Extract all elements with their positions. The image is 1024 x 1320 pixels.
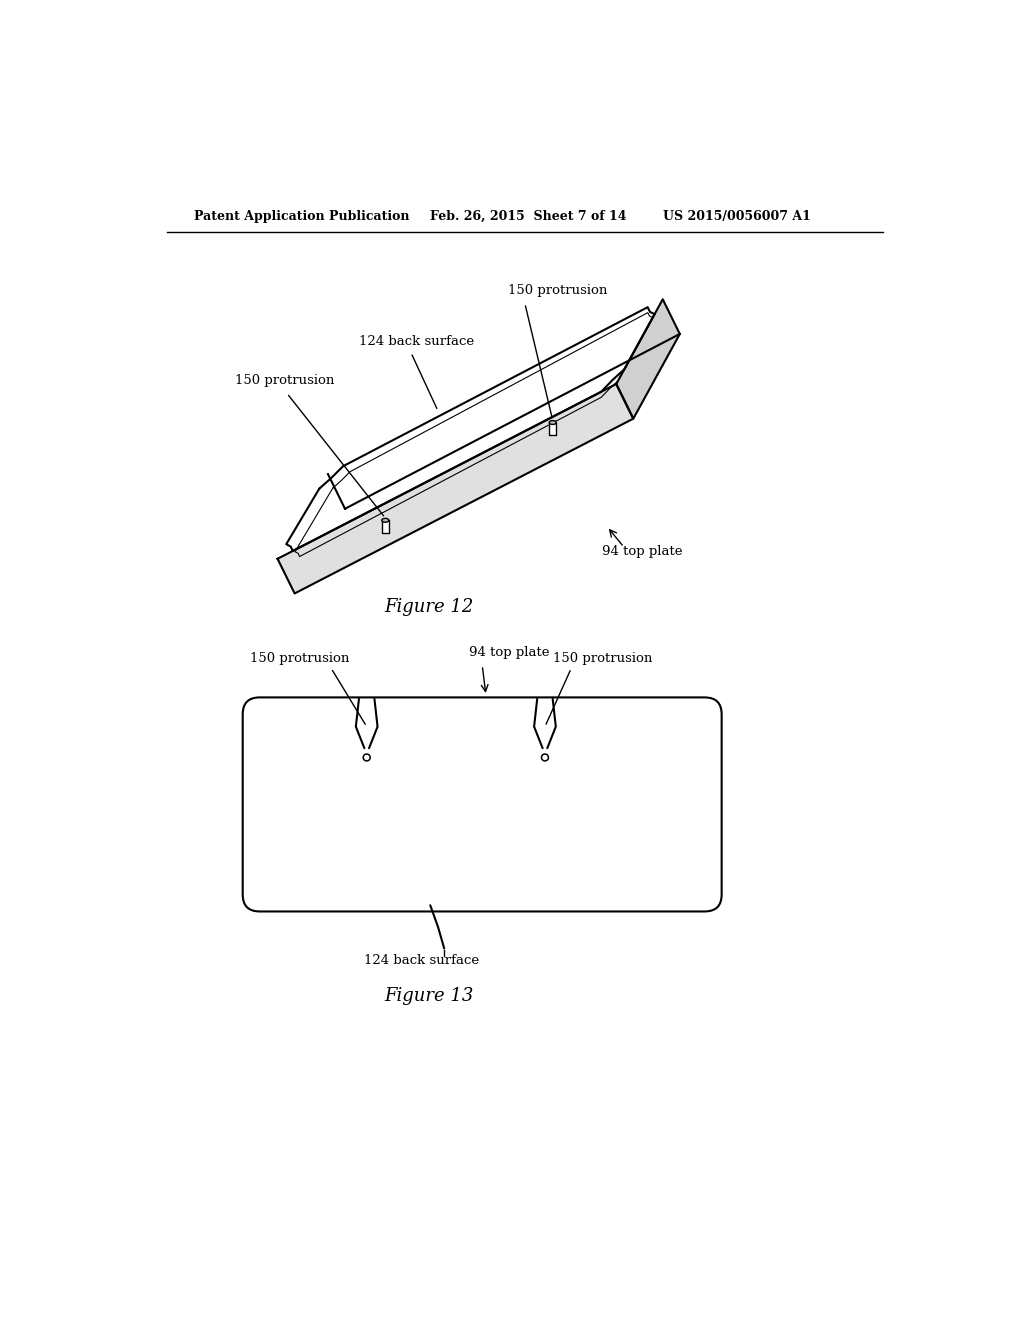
Text: 150 protrusion: 150 protrusion: [553, 652, 652, 665]
Polygon shape: [278, 384, 633, 594]
Text: 94 top plate: 94 top plate: [602, 545, 683, 557]
Text: Feb. 26, 2015  Sheet 7 of 14: Feb. 26, 2015 Sheet 7 of 14: [430, 210, 627, 223]
Polygon shape: [382, 520, 389, 533]
Text: 150 protrusion: 150 protrusion: [251, 652, 350, 665]
Polygon shape: [287, 308, 654, 550]
Polygon shape: [549, 422, 556, 434]
Text: Figure 12: Figure 12: [384, 598, 473, 615]
Text: US 2015/0056007 A1: US 2015/0056007 A1: [663, 210, 811, 223]
Text: Figure 13: Figure 13: [384, 987, 473, 1005]
Text: 94 top plate: 94 top plate: [469, 647, 550, 659]
FancyBboxPatch shape: [243, 697, 722, 911]
Polygon shape: [616, 300, 680, 418]
Ellipse shape: [549, 421, 556, 425]
Ellipse shape: [382, 519, 389, 523]
Text: Patent Application Publication: Patent Application Publication: [194, 210, 410, 223]
Text: 150 protrusion: 150 protrusion: [508, 284, 607, 297]
Text: 124 back surface: 124 back surface: [359, 335, 474, 348]
Text: 150 protrusion: 150 protrusion: [234, 374, 334, 387]
Text: 124 back surface: 124 back surface: [365, 954, 479, 968]
